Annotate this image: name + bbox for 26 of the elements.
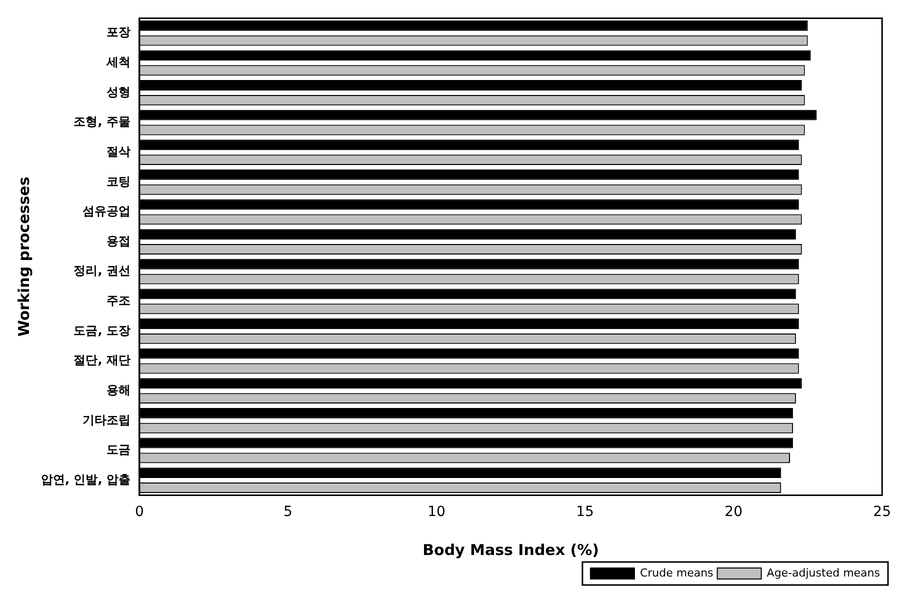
- y-axis-title: Working processes: [14, 176, 33, 337]
- y-tick-label: 성형: [106, 84, 130, 99]
- y-tick-label: 용접: [106, 234, 130, 248]
- x-axis-title: Body Mass Index (%): [422, 540, 599, 559]
- y-tick-label: 세척: [105, 55, 130, 70]
- x-tick-label: 15: [576, 504, 594, 520]
- y-tick-label: 포장: [106, 25, 130, 40]
- y-tick-label: 조형, 주물: [74, 114, 130, 129]
- y-tick-label: 용해: [106, 382, 130, 397]
- legend-label: Age-adjusted means: [766, 566, 880, 580]
- y-tick-label: 압연, 인발, 압출: [40, 472, 130, 486]
- x-tick-label: 25: [873, 504, 892, 520]
- y-tick-label: 도금: [106, 442, 130, 457]
- y-tick-label: 도금, 도장: [74, 323, 130, 338]
- y-tick-label: 기타조립: [82, 412, 130, 427]
- legend-label: Crude means: [640, 566, 714, 580]
- y-tick-label: 코팅: [106, 174, 130, 188]
- y-tick-label: 섬유공업: [82, 204, 130, 218]
- y-tick-label: 정리, 권선: [74, 264, 130, 278]
- x-tick-label: 10: [428, 504, 446, 520]
- y-tick-label: 절삭: [106, 144, 130, 158]
- y-tick-label: 주조: [106, 294, 130, 308]
- x-tick-label: 0: [135, 504, 144, 520]
- x-tick-label: 5: [284, 504, 292, 520]
- x-tick-label: 20: [724, 504, 742, 520]
- y-tick-label: 절단, 재단: [74, 353, 130, 368]
